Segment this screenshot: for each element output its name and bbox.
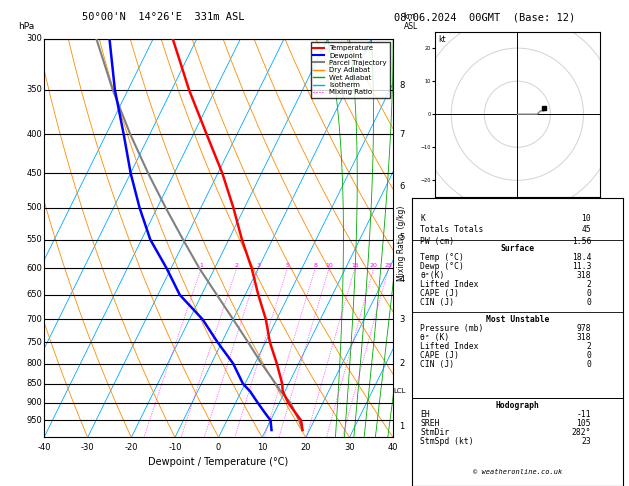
- Text: Most Unstable: Most Unstable: [486, 314, 549, 324]
- Text: 978: 978: [576, 324, 591, 333]
- Text: 900: 900: [26, 398, 42, 407]
- Text: 3: 3: [257, 263, 260, 268]
- Text: 0: 0: [586, 298, 591, 307]
- Text: 2: 2: [235, 263, 238, 268]
- Text: 0: 0: [586, 289, 591, 298]
- Text: 1.56: 1.56: [572, 237, 591, 246]
- Text: θᵉ(K): θᵉ(K): [420, 271, 445, 280]
- Text: StmSpd (kt): StmSpd (kt): [420, 437, 474, 446]
- Text: 7: 7: [399, 130, 405, 139]
- Text: 550: 550: [26, 235, 42, 244]
- Text: Lifted Index: Lifted Index: [420, 280, 479, 289]
- Text: 23: 23: [581, 437, 591, 446]
- Text: 30: 30: [344, 443, 355, 452]
- Text: 450: 450: [26, 169, 42, 177]
- Text: 700: 700: [26, 315, 42, 324]
- Text: 0: 0: [586, 360, 591, 368]
- Text: 8: 8: [399, 81, 405, 89]
- X-axis label: Dewpoint / Temperature (°C): Dewpoint / Temperature (°C): [148, 457, 289, 467]
- Text: © weatheronline.co.uk: © weatheronline.co.uk: [473, 469, 562, 475]
- Text: CAPE (J): CAPE (J): [420, 350, 459, 360]
- Text: 1: 1: [399, 422, 404, 431]
- Text: θᵉ (K): θᵉ (K): [420, 333, 450, 342]
- Text: 0: 0: [586, 350, 591, 360]
- Text: Surface: Surface: [500, 244, 535, 253]
- Text: 6: 6: [399, 182, 405, 191]
- Text: 650: 650: [26, 290, 42, 299]
- Text: 4: 4: [399, 275, 404, 284]
- Text: 318: 318: [576, 333, 591, 342]
- Text: -11: -11: [576, 410, 591, 419]
- Text: 20: 20: [301, 443, 311, 452]
- Text: hPa: hPa: [18, 22, 35, 31]
- Text: 350: 350: [26, 86, 42, 94]
- Text: 08.06.2024  00GMT  (Base: 12): 08.06.2024 00GMT (Base: 12): [394, 12, 575, 22]
- Text: 40: 40: [388, 443, 398, 452]
- Text: 282°: 282°: [572, 428, 591, 437]
- Legend: Temperature, Dewpoint, Parcel Trajectory, Dry Adiabat, Wet Adiabat, Isotherm, Mi: Temperature, Dewpoint, Parcel Trajectory…: [311, 42, 389, 98]
- Text: kt: kt: [438, 35, 446, 44]
- Text: 400: 400: [26, 130, 42, 139]
- Text: 50°00'N  14°26'E  331m ASL: 50°00'N 14°26'E 331m ASL: [82, 12, 245, 22]
- Text: 2: 2: [586, 280, 591, 289]
- Text: 11.3: 11.3: [572, 262, 591, 271]
- Text: PW (cm): PW (cm): [420, 237, 455, 246]
- Text: 500: 500: [26, 204, 42, 212]
- Text: EH: EH: [420, 410, 430, 419]
- Text: 20: 20: [370, 263, 377, 268]
- Text: 318: 318: [576, 271, 591, 280]
- Text: CAPE (J): CAPE (J): [420, 289, 459, 298]
- Text: 15: 15: [351, 263, 359, 268]
- Text: 18.4: 18.4: [572, 253, 591, 262]
- Text: 5: 5: [286, 263, 289, 268]
- Text: 2: 2: [399, 359, 404, 368]
- Text: Mixing Ratio  (g/kg): Mixing Ratio (g/kg): [397, 205, 406, 281]
- Text: 600: 600: [26, 264, 42, 273]
- Text: K: K: [420, 214, 425, 223]
- Text: -20: -20: [125, 443, 138, 452]
- Text: 300: 300: [26, 35, 42, 43]
- Text: Temp (°C): Temp (°C): [420, 253, 464, 262]
- Text: -30: -30: [81, 443, 94, 452]
- Text: CIN (J): CIN (J): [420, 360, 455, 368]
- Text: 3: 3: [399, 315, 405, 324]
- Text: 950: 950: [26, 416, 42, 425]
- Text: Totals Totals: Totals Totals: [420, 226, 484, 234]
- Text: 25: 25: [385, 263, 392, 268]
- Text: 45: 45: [581, 226, 591, 234]
- Text: LCL: LCL: [394, 388, 406, 394]
- Text: 2: 2: [586, 342, 591, 351]
- Text: Lifted Index: Lifted Index: [420, 342, 479, 351]
- Text: Pressure (mb): Pressure (mb): [420, 324, 484, 333]
- Text: 5: 5: [399, 233, 404, 242]
- Text: 750: 750: [26, 338, 42, 347]
- Text: 10: 10: [325, 263, 333, 268]
- Text: 10: 10: [257, 443, 267, 452]
- Text: 800: 800: [26, 359, 42, 368]
- Text: SREH: SREH: [420, 419, 440, 428]
- Text: Hodograph: Hodograph: [496, 401, 539, 410]
- Text: 0: 0: [216, 443, 221, 452]
- Text: 10: 10: [581, 214, 591, 223]
- Text: 105: 105: [576, 419, 591, 428]
- Text: -10: -10: [168, 443, 182, 452]
- Text: 850: 850: [26, 379, 42, 388]
- Text: 8: 8: [313, 263, 317, 268]
- Text: Dewp (°C): Dewp (°C): [420, 262, 464, 271]
- Text: km
ASL: km ASL: [404, 12, 418, 31]
- Text: StmDir: StmDir: [420, 428, 450, 437]
- Text: 1: 1: [199, 263, 203, 268]
- Text: CIN (J): CIN (J): [420, 298, 455, 307]
- Text: -40: -40: [37, 443, 51, 452]
